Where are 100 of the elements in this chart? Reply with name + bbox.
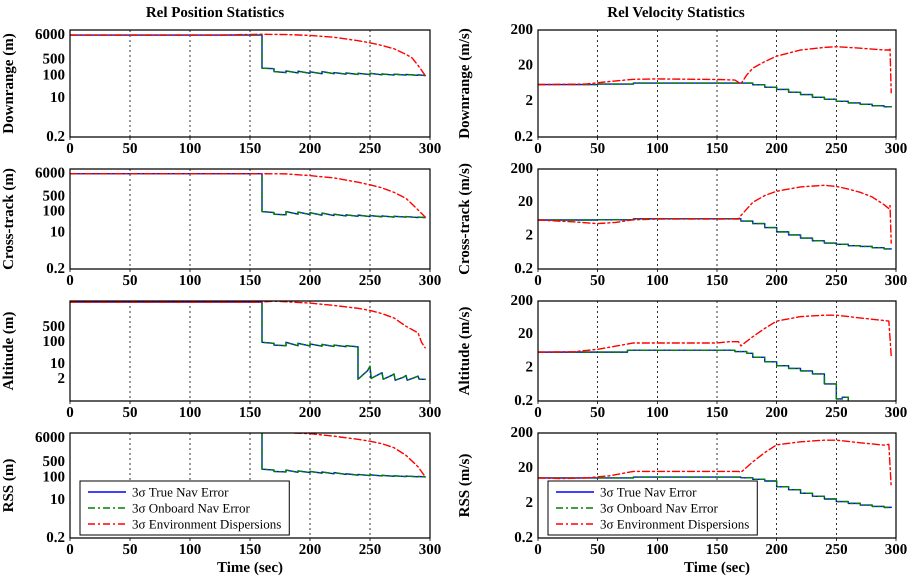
- x-tick-label: 50: [590, 272, 606, 289]
- x-tick-label: 0: [534, 404, 542, 421]
- legend-label: 3σ Environment Dispersions: [600, 516, 750, 532]
- x-tick-label: 200: [765, 542, 788, 558]
- legend-label: 3σ Environment Dispersions: [132, 516, 282, 532]
- legend-label: 3σ True Nav Error: [600, 484, 698, 500]
- x-tick-label: 150: [238, 140, 262, 157]
- y-tick-label: 500: [42, 454, 65, 470]
- x-tick-label: 300: [418, 542, 442, 558]
- y-tick-label: 0.2: [514, 128, 533, 145]
- y-tick-label: 100: [42, 203, 65, 220]
- x-tick-label: 300: [884, 272, 908, 289]
- x-tick-label: 50: [122, 404, 138, 421]
- y-axis-title: RSS (m): [0, 458, 17, 512]
- x-tick-label: 100: [178, 542, 202, 558]
- y-tick-label: 200: [510, 424, 533, 441]
- y-tick-label: 200: [510, 22, 533, 38]
- x-tick-label: 300: [418, 272, 442, 289]
- x-tick-label: 100: [646, 542, 669, 558]
- x-tick-label: 100: [178, 140, 202, 157]
- x-tick-label: 250: [358, 140, 382, 157]
- y-tick-label: 6000: [35, 166, 65, 182]
- x-tick-label: 150: [706, 272, 728, 289]
- x-tick-label: 50: [590, 542, 606, 558]
- x-tick-label: 100: [178, 272, 202, 289]
- x-tick-label: 150: [238, 404, 262, 421]
- legend-label: 3σ Onboard Nav Error: [600, 500, 718, 516]
- y-tick-label: 100: [42, 334, 65, 350]
- x-tick-label: 100: [646, 272, 669, 289]
- x-tick-label: 0: [534, 272, 542, 289]
- line-series: [70, 301, 426, 349]
- y-tick-label: 0.2: [514, 530, 533, 546]
- x-tick-label: 300: [884, 140, 908, 157]
- y-tick-label: 0.2: [46, 260, 65, 277]
- x-tick-label: 200: [298, 272, 322, 289]
- x-axis-title: Time (sec): [684, 560, 750, 576]
- legend-label: 3σ True Nav Error: [132, 484, 230, 500]
- y-tick-label: 500: [42, 319, 65, 336]
- x-tick-label: 200: [298, 404, 322, 421]
- chart-title: Rel Position Statistics: [146, 4, 284, 21]
- y-axis-title: Altitude (m): [0, 312, 17, 390]
- line-series: [538, 46, 892, 94]
- x-tick-label: 200: [765, 404, 788, 421]
- line-series: [538, 184, 892, 244]
- x-tick-label: 200: [298, 140, 322, 157]
- x-tick-label: 300: [418, 404, 442, 421]
- x-axis-title: Time (sec): [217, 560, 283, 576]
- x-tick-label: 50: [590, 140, 606, 157]
- x-tick-label: 250: [358, 542, 382, 558]
- x-tick-label: 250: [825, 272, 848, 289]
- y-tick-label: 20: [518, 460, 533, 476]
- y-tick-label: 6000: [35, 430, 65, 446]
- y-tick-label: 10: [50, 224, 65, 241]
- y-tick-label: 100: [42, 67, 65, 84]
- y-tick-label: 0.2: [46, 530, 65, 546]
- x-tick-label: 150: [706, 542, 728, 558]
- chart-title: Rel Velocity Statistics: [607, 4, 745, 21]
- x-tick-label: 250: [358, 404, 382, 421]
- y-tick-label: 2: [526, 494, 533, 511]
- x-tick-label: 100: [646, 404, 669, 421]
- x-tick-label: 0: [66, 542, 74, 558]
- y-axis-title: Downrange (m): [0, 33, 17, 134]
- x-tick-label: 300: [884, 542, 908, 558]
- x-tick-label: 150: [238, 272, 262, 289]
- y-axis-title: Cross-track (m): [0, 168, 17, 270]
- x-tick-label: 250: [825, 140, 848, 157]
- x-tick-label: 0: [534, 542, 542, 558]
- x-tick-label: 0: [66, 404, 74, 421]
- y-tick-label: 500: [42, 188, 65, 205]
- x-tick-label: 0: [66, 140, 74, 157]
- x-tick-label: 250: [825, 542, 848, 558]
- y-tick-label: 10: [50, 90, 65, 106]
- x-tick-label: 0: [534, 140, 542, 157]
- y-tick-label: 20: [518, 326, 533, 342]
- x-tick-label: 150: [706, 140, 728, 157]
- x-tick-label: 50: [122, 542, 138, 558]
- x-tick-label: 250: [358, 272, 382, 289]
- x-tick-label: 250: [825, 404, 848, 421]
- y-axis-title: RSS (m/s): [456, 454, 473, 518]
- y-tick-label: 6000: [35, 26, 65, 43]
- y-tick-label: 100: [42, 470, 65, 486]
- x-tick-label: 300: [418, 140, 442, 157]
- x-tick-label: 50: [122, 140, 138, 157]
- line-series: [294, 433, 426, 478]
- y-tick-label: 10: [50, 492, 65, 508]
- line-series: [538, 314, 892, 357]
- x-tick-label: 0: [66, 272, 74, 289]
- y-tick-label: 200: [510, 292, 533, 309]
- y-tick-label: 500: [42, 52, 65, 68]
- line-series: [538, 439, 892, 488]
- y-tick-label: 0.2: [514, 260, 533, 277]
- x-tick-label: 200: [765, 140, 788, 157]
- y-tick-label: 0.2: [46, 128, 65, 145]
- x-tick-label: 100: [178, 404, 202, 421]
- y-axis-title: Downrange (m/s): [456, 28, 473, 139]
- y-tick-label: 2: [526, 360, 533, 376]
- x-tick-label: 200: [765, 272, 788, 289]
- x-tick-label: 50: [590, 404, 606, 421]
- y-axis-title: Altitude (m/s): [456, 306, 473, 396]
- y-tick-label: 2: [58, 371, 65, 388]
